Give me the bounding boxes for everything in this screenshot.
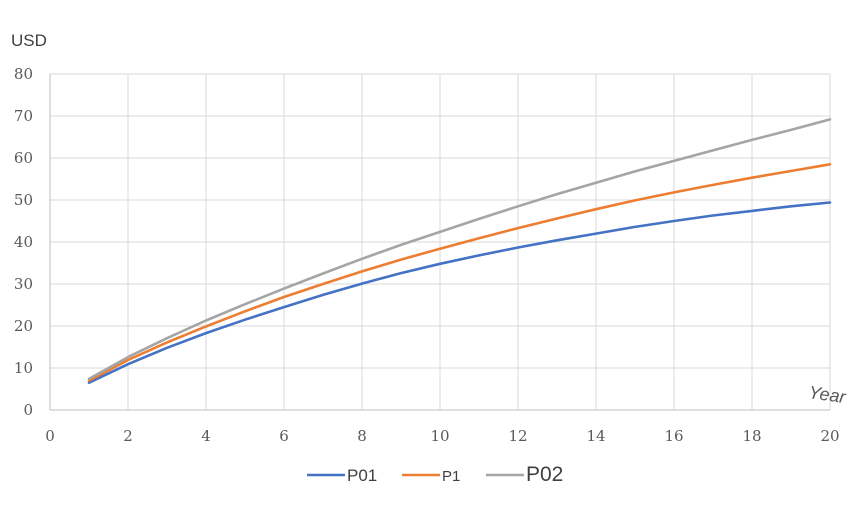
series-line-p02 — [87, 118, 832, 381]
x-tick-label: 16 — [664, 427, 683, 445]
y-tick-label: 30 — [14, 275, 33, 293]
x-tick-label: 10 — [430, 427, 449, 445]
x-tick-label: 0 — [45, 427, 55, 445]
x-tick-label: 4 — [201, 427, 211, 445]
series-line-p01 — [87, 201, 832, 384]
y-unit-label: USD — [11, 31, 47, 50]
x-tick-label: 2 — [123, 427, 133, 445]
x-axis-label: Year — [807, 382, 847, 407]
series-line-p1 — [87, 163, 832, 382]
y-tick-label: 70 — [14, 107, 33, 125]
y-tick-label: 10 — [14, 359, 33, 377]
legend-label-p01: P01 — [347, 466, 377, 485]
y-tick-label: 20 — [14, 317, 33, 335]
legend-label-p02: P02 — [526, 463, 563, 486]
gridlines — [50, 73, 831, 410]
axes: 0 10 20 30 40 50 60 70 80 0 2 4 6 8 10 12 14 16 18 20 — [14, 65, 840, 445]
y-tick-label: 0 — [23, 401, 33, 419]
x-tick-label: 20 — [820, 427, 839, 445]
x-tick-label: 8 — [357, 427, 367, 445]
x-tick-label: 18 — [742, 427, 761, 445]
y-tick-label: 50 — [14, 191, 33, 209]
x-tick-label: 14 — [586, 427, 605, 445]
y-tick-label: 60 — [14, 149, 33, 167]
series-lines — [87, 118, 832, 384]
y-tick-label: 80 — [14, 65, 33, 83]
x-tick-label: 6 — [279, 427, 289, 445]
x-tick-label: 12 — [508, 427, 527, 445]
y-tick-label: 40 — [14, 233, 33, 251]
legend-label-p1: P1 — [442, 468, 460, 485]
legend: P01 P1 P02 — [307, 463, 563, 486]
